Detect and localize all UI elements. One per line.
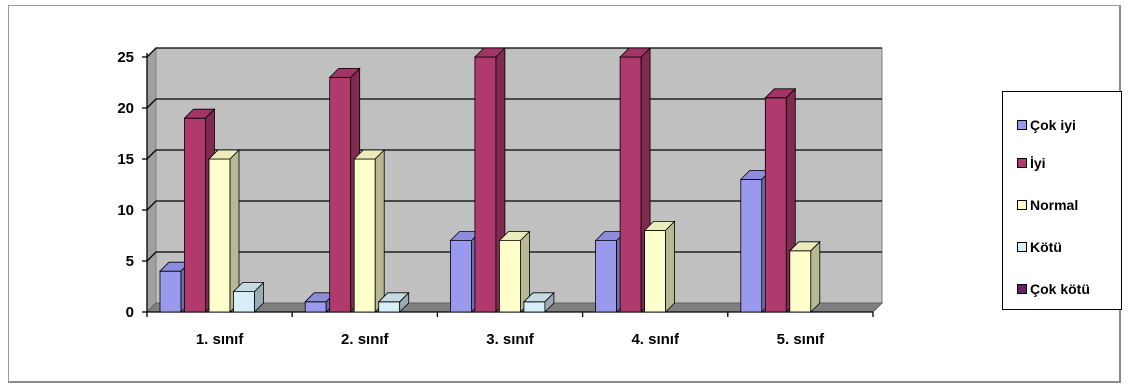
bar bbox=[523, 301, 546, 313]
legend-swatch bbox=[1017, 242, 1027, 252]
bar bbox=[474, 56, 497, 313]
x-tick-label: 4. sınıf bbox=[631, 331, 680, 348]
legend-swatch bbox=[1017, 284, 1027, 294]
x-tick-label: 5. sınıf bbox=[777, 331, 826, 348]
bar-side bbox=[254, 281, 264, 313]
legend-item: Çok iyi bbox=[1017, 115, 1076, 135]
plot-side-wall bbox=[146, 46, 157, 314]
legend-label: Normal bbox=[1030, 197, 1079, 213]
legend-item: Kötü bbox=[1017, 237, 1062, 257]
chart-frame: 0 5 10 15 20 25 1. sınıf 2. sınıf 3. sınıf 4. sın… bbox=[8, 5, 1122, 383]
bar bbox=[644, 229, 666, 313]
legend-label: Çok kötü bbox=[1030, 281, 1090, 297]
bar bbox=[764, 97, 787, 313]
bar-side bbox=[544, 291, 555, 313]
legend-item: İyi bbox=[1017, 153, 1046, 173]
y-tick-label: 15 bbox=[117, 151, 134, 168]
bar bbox=[449, 240, 472, 313]
legend-item: Çok kötü bbox=[1017, 279, 1090, 299]
legend-swatch bbox=[1017, 158, 1027, 168]
bar bbox=[159, 270, 182, 313]
bar-side bbox=[665, 220, 675, 313]
legend-item: Normal bbox=[1017, 195, 1078, 215]
bar bbox=[740, 178, 763, 313]
bar bbox=[304, 301, 327, 313]
legend-label: Çok iyi bbox=[1030, 117, 1076, 133]
legend-swatch bbox=[1017, 200, 1027, 210]
bar bbox=[595, 240, 617, 313]
bar bbox=[498, 240, 521, 313]
bar-side bbox=[810, 240, 821, 313]
y-tick-label: 20 bbox=[117, 100, 134, 117]
bar bbox=[789, 250, 812, 313]
bar bbox=[329, 77, 352, 313]
x-tick-label: 3. sınıf bbox=[486, 331, 535, 348]
y-tick-label: 0 bbox=[126, 304, 134, 321]
y-tick-label: 10 bbox=[117, 202, 134, 219]
y-tick-label: 25 bbox=[117, 49, 134, 66]
bar bbox=[208, 158, 231, 313]
bar bbox=[233, 291, 255, 313]
bar bbox=[184, 117, 206, 313]
legend-swatch bbox=[1017, 120, 1027, 130]
y-tick-label: 5 bbox=[126, 253, 134, 270]
bar-side bbox=[399, 291, 410, 313]
bar bbox=[619, 56, 642, 313]
chart-legend: Çok iyi İyi Normal Kötü Çok kötü bbox=[1002, 91, 1122, 310]
bar bbox=[353, 158, 376, 313]
x-tick-label: 2. sınıf bbox=[341, 331, 390, 348]
x-tick-label: 1. sınıf bbox=[196, 331, 245, 348]
bar-chart: 0 5 10 15 20 25 1. sınıf 2. sınıf 3. sınıf 4. sın… bbox=[117, 46, 884, 348]
bar-side bbox=[374, 149, 385, 313]
legend-label: Kötü bbox=[1030, 239, 1062, 255]
legend-label: İyi bbox=[1030, 155, 1046, 171]
bar bbox=[378, 301, 401, 313]
